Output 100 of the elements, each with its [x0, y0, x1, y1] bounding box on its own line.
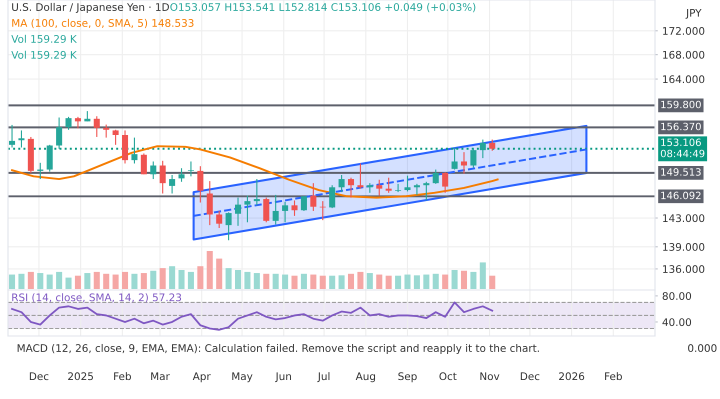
bar [348, 274, 354, 289]
bar [103, 274, 110, 289]
bar [140, 273, 147, 289]
candlestick [291, 200, 298, 216]
x-tick-label: Oct [439, 372, 457, 380]
candlestick [160, 160, 166, 194]
candlestick [131, 137, 138, 164]
candlestick [386, 177, 392, 194]
x-tick-label: 2025 [68, 372, 93, 380]
bar [357, 272, 364, 289]
x-tick-label: Nov [480, 372, 500, 380]
y-tick-label: 172.000 [663, 27, 704, 35]
candlestick [272, 194, 279, 225]
candlestick [489, 139, 496, 152]
candlestick [310, 182, 316, 212]
bar [460, 270, 468, 289]
bar [386, 276, 392, 289]
annotation: Vol 159.29 K [11, 34, 77, 43]
x-tick-label: 2026 [559, 372, 584, 380]
bar [414, 275, 420, 289]
candlestick [357, 162, 364, 190]
bar [282, 274, 288, 289]
candlestick [452, 146, 458, 170]
bar [338, 275, 345, 289]
bar [197, 266, 204, 289]
candlestick [254, 178, 260, 206]
bar [470, 272, 476, 289]
bar [46, 274, 53, 289]
candlestick [338, 174, 345, 193]
y-tick-label: 136.000 [663, 265, 704, 274]
bar [244, 272, 250, 289]
bar [376, 274, 382, 289]
x-tick-label: Mar [151, 372, 170, 380]
x-tick-label: Sep [398, 372, 417, 382]
bar [37, 273, 44, 289]
bar [150, 270, 156, 289]
bar [329, 276, 336, 289]
candlestick [300, 196, 307, 212]
candlestick [376, 179, 382, 196]
bar [234, 270, 242, 289]
bar [188, 272, 194, 289]
ref-line-label: 146.092 [661, 192, 701, 200]
x-tick-label: Jun [275, 372, 291, 382]
y-axis-title: JPY [686, 9, 702, 19]
y-tick-label: 143.000 [663, 214, 704, 222]
bar [291, 276, 298, 289]
candlestick [432, 168, 439, 184]
candlestick [84, 110, 90, 122]
ref-line-label: 153.106 08:44:49 [660, 138, 704, 158]
annotation: RSI (14, close, SMA, 14, 2) 57.23 [12, 293, 182, 303]
bar [160, 268, 166, 289]
candlestick [74, 116, 81, 130]
candlestick [348, 177, 354, 198]
bar [56, 272, 62, 289]
bar [320, 276, 326, 289]
bar [216, 258, 222, 289]
y-tick-label: 139.000 [663, 243, 704, 251]
y-tick-label: 168.000 [663, 50, 704, 59]
candlestick [329, 184, 336, 209]
chart-title: U.S. Dollar / Japanese Yen · 1D [12, 2, 169, 13]
ref-line-label: 149.513 [661, 168, 701, 176]
candlestick [366, 182, 373, 194]
x-tick-label: Jul [317, 372, 330, 382]
bar [122, 272, 128, 289]
bar [395, 276, 402, 289]
candlestick [414, 183, 420, 196]
bar [131, 274, 138, 289]
line-series [11, 145, 499, 199]
bar [366, 273, 373, 289]
x-tick-label: Dec [30, 372, 48, 380]
bar [112, 274, 119, 289]
candlestick [94, 116, 100, 138]
bar [489, 276, 496, 289]
x-tick-label: Apr [192, 372, 211, 382]
candlestick [56, 116, 62, 150]
text: MACD (12, 26, close, 9, EMA, EMA): Calculation failed. Remove the script and reapply it to the chart. [18, 344, 539, 354]
bar [452, 270, 458, 289]
x-tick-label: Dec [520, 372, 540, 380]
candlestick [66, 116, 72, 130]
candlestick [188, 160, 194, 177]
annotation: O153.057 H153.541 L152.814 C153.106 +0.049 (+0.03%) [170, 2, 476, 12]
candlestick [206, 180, 213, 226]
candlestick [226, 212, 232, 241]
candlestick [234, 197, 242, 226]
bar [206, 251, 213, 289]
x-tick-label: Aug [356, 372, 376, 382]
bar [9, 274, 16, 289]
candlestick [442, 172, 448, 194]
candlestick [470, 148, 476, 168]
bar [28, 272, 34, 289]
bar [178, 270, 185, 289]
bar [226, 268, 232, 289]
bar [74, 276, 81, 289]
y-tick-label: 80.00 [662, 292, 692, 300]
bar [66, 278, 72, 289]
ref-line-label: 159.800 [661, 100, 701, 108]
ref-line-label: 156.370 [661, 122, 701, 130]
y-tick-label: 164.000 [663, 75, 704, 84]
candlestick [197, 166, 204, 204]
bar [254, 273, 260, 289]
